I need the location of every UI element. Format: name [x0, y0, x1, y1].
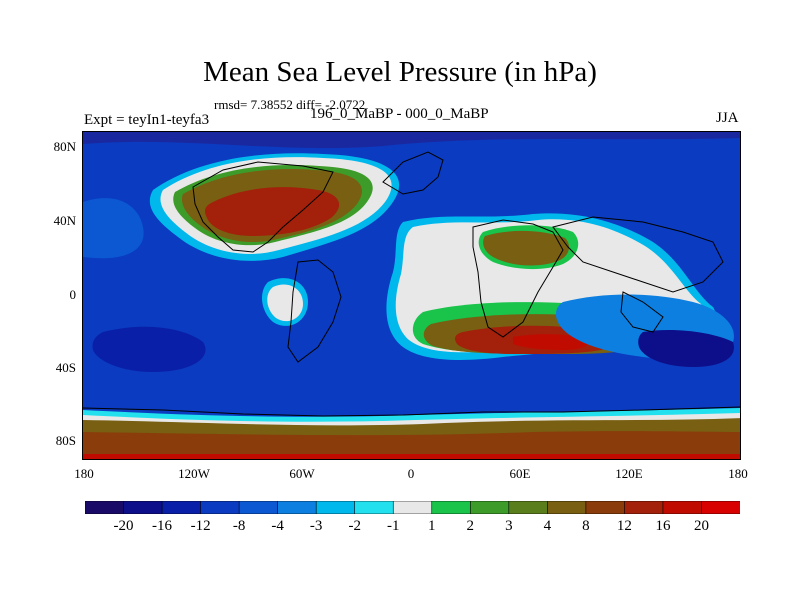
lon-label-120w: 120W	[178, 466, 210, 481]
lat-label-0: 0	[69, 287, 77, 302]
colorbar-swatch	[315, 501, 356, 514]
lat-label-40n: 40N	[53, 213, 76, 228]
colorbar-swatch	[508, 501, 549, 514]
pressure-map	[82, 131, 741, 460]
coastlines	[83, 151, 740, 417]
colorbar-swatch	[431, 501, 472, 514]
lon-label-60w: 60W	[289, 466, 315, 481]
colorbar-swatch	[585, 501, 626, 514]
lon-label-120e: 120E	[615, 466, 643, 481]
chart-title: Mean Sea Level Pressure (in hPa)	[203, 56, 597, 88]
colorbar-swatch	[662, 501, 703, 514]
colorbar-label: 4	[543, 518, 552, 534]
colorbar-swatch	[161, 501, 202, 514]
colorbar-swatch	[354, 501, 395, 514]
contour-field	[83, 132, 740, 459]
colorbar-label: -4	[271, 518, 284, 534]
colorbar-swatch	[469, 501, 510, 514]
colorbar-swatch	[277, 501, 317, 514]
colorbar-label: 2	[466, 518, 475, 534]
colorbar-swatch	[392, 501, 433, 514]
colorbar-label: -16	[152, 518, 173, 534]
colorbar-label: 3	[505, 518, 513, 534]
lon-label-180e: 180	[728, 466, 748, 481]
colorbar-label: 1	[428, 518, 436, 534]
colorbar-swatch	[200, 501, 240, 514]
colorbar-label: -3	[309, 518, 323, 534]
colorbar-swatch	[85, 501, 125, 514]
colorbar-label: 16	[655, 518, 671, 534]
colorbar-swatch	[701, 501, 740, 514]
colorbar-label: 20	[693, 518, 709, 534]
rmsd-diff-label: rmsd= 7.38552 diff= -2.0722	[214, 97, 366, 112]
lon-label-180w: 180	[74, 466, 94, 481]
period-subtitle: 196_0_MaBP - 000_0_MaBP	[310, 106, 489, 122]
season-label: JJA	[716, 110, 739, 126]
experiment-label: Expt = teyIn1-teyfa3	[84, 112, 210, 128]
lat-label-40s: 40S	[55, 360, 76, 375]
colorbar-label: 8	[582, 518, 590, 534]
colorbar-swatch	[547, 501, 587, 514]
lat-label-80n: 80N	[53, 139, 76, 154]
colorbar-swatch	[238, 501, 279, 514]
colorbar-label: -8	[232, 518, 246, 534]
colorbar-label: -1	[386, 518, 400, 534]
colorbar-swatch	[123, 501, 163, 514]
colorbar-label: -2	[348, 518, 361, 534]
colorbar-swatch	[624, 501, 664, 514]
colorbar-label: 12	[616, 518, 632, 534]
colorbar-label: -12	[190, 518, 211, 534]
lon-label-60e: 60E	[509, 466, 531, 481]
colorbar-label: -20	[113, 518, 134, 534]
colorbar	[85, 501, 740, 514]
lon-label-0: 0	[407, 466, 415, 481]
lat-label-80s: 80S	[55, 433, 76, 448]
